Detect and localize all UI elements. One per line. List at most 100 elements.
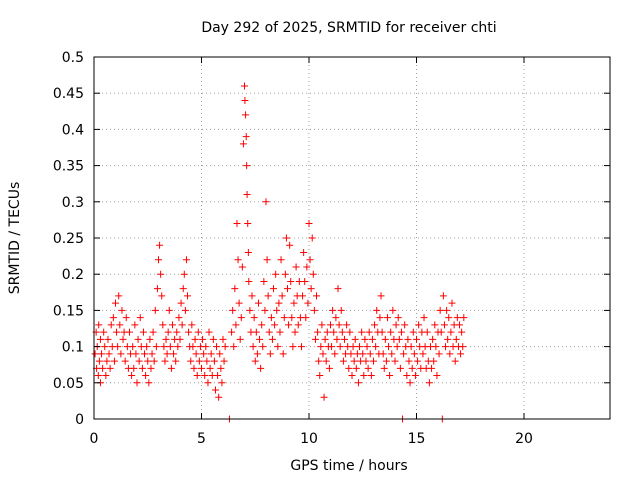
y-tick-label: 0.45 — [53, 86, 84, 102]
data-point — [321, 335, 329, 343]
data-point — [178, 321, 186, 329]
data-point — [428, 364, 436, 372]
data-point — [407, 343, 415, 351]
data-point — [304, 299, 312, 307]
y-tick-label: 0.1 — [62, 340, 84, 356]
data-point — [330, 328, 338, 336]
data-point — [202, 343, 210, 351]
data-point — [322, 357, 330, 365]
data-point — [142, 372, 150, 380]
data-point — [347, 350, 355, 358]
y-axis-label: SRMTID / TECUs — [7, 182, 23, 295]
data-point — [334, 285, 342, 293]
data-point — [440, 321, 448, 329]
data-point — [288, 314, 296, 322]
data-point — [218, 379, 226, 387]
data-point — [243, 162, 251, 170]
data-point — [278, 292, 286, 300]
data-point — [294, 321, 302, 329]
data-point — [206, 364, 214, 372]
data-point — [165, 306, 173, 314]
data-point — [181, 306, 189, 314]
data-point — [451, 357, 459, 365]
data-point — [297, 343, 305, 351]
data-point — [420, 314, 428, 322]
data-point — [234, 256, 242, 264]
data-point — [274, 343, 282, 351]
data-point — [204, 379, 212, 387]
data-point — [110, 357, 118, 365]
data-point — [96, 335, 104, 343]
data-point — [360, 372, 368, 380]
data-point — [352, 364, 360, 372]
data-point — [170, 350, 178, 358]
data-point — [228, 328, 236, 336]
data-point — [105, 350, 113, 358]
data-point — [432, 343, 440, 351]
data-point — [125, 328, 133, 336]
data-point — [460, 314, 468, 322]
y-tick-label: 0 — [75, 412, 84, 428]
data-point — [290, 299, 298, 307]
data-point — [130, 364, 138, 372]
data-point — [319, 350, 327, 358]
data-point — [122, 314, 130, 322]
data-point — [231, 285, 239, 293]
data-point — [457, 350, 465, 358]
data-point — [167, 364, 175, 372]
data-point — [452, 335, 460, 343]
data-point — [104, 335, 112, 343]
data-point — [151, 306, 159, 314]
data-point — [264, 292, 272, 300]
data-point — [389, 306, 397, 314]
data-point — [378, 328, 386, 336]
data-point — [134, 335, 142, 343]
data-point — [323, 328, 331, 336]
data-point — [267, 314, 275, 322]
data-point — [271, 321, 279, 329]
data-point — [439, 292, 447, 300]
data-point — [431, 321, 439, 329]
data-point — [158, 292, 166, 300]
data-point — [458, 328, 466, 336]
data-point — [299, 292, 307, 300]
data-point — [329, 306, 337, 314]
data-point — [217, 364, 225, 372]
data-point — [387, 328, 395, 336]
data-point — [118, 306, 126, 314]
data-point — [174, 343, 182, 351]
data-point — [101, 343, 109, 351]
data-point — [205, 328, 213, 336]
data-point — [210, 357, 218, 365]
data-point — [242, 133, 250, 141]
data-point — [91, 350, 99, 358]
data-point — [286, 241, 294, 249]
data-point — [305, 220, 313, 228]
data-point — [211, 386, 219, 394]
data-point — [95, 321, 103, 329]
data-point — [442, 343, 450, 351]
data-point — [363, 343, 371, 351]
data-point — [119, 335, 127, 343]
data-point — [166, 343, 174, 351]
data-point — [336, 343, 344, 351]
data-point — [429, 335, 437, 343]
data-point — [241, 96, 249, 104]
data-point — [337, 306, 345, 314]
data-point — [145, 379, 153, 387]
data-point — [351, 335, 359, 343]
data-point — [415, 321, 423, 329]
data-point — [367, 372, 375, 380]
data-point — [377, 292, 385, 300]
data-point — [173, 328, 181, 336]
data-point — [301, 277, 309, 285]
data-point — [160, 343, 168, 351]
data-point — [236, 335, 244, 343]
data-point — [252, 328, 260, 336]
data-point — [349, 343, 357, 351]
data-point — [215, 393, 223, 401]
data-point — [332, 314, 340, 322]
data-point — [239, 140, 247, 148]
data-point — [328, 343, 336, 351]
